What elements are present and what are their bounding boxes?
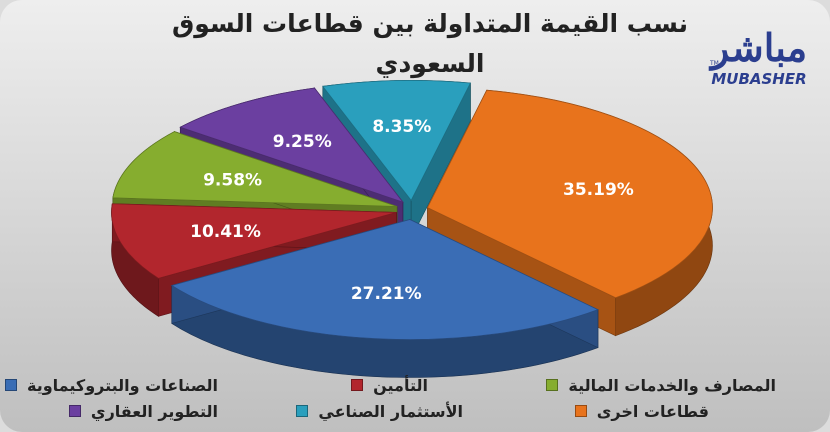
mubasher-logo: مباشر TM MUBASHER <box>700 26 818 92</box>
pie-slice-0 <box>426 89 713 299</box>
legend-item-other-sectors: قطاعات اخرى <box>574 400 709 422</box>
chart-title: نسب القيمة المتداولة بين قطاعات السوق ال… <box>171 9 689 78</box>
pie-slice-1 <box>170 219 600 340</box>
legend-swatch <box>351 379 364 391</box>
legend-item-banks: المصارف والخدمات المالية <box>546 374 776 396</box>
legend-label: قطاعات اخرى <box>596 401 709 421</box>
logo-english-text: MUBASHER <box>711 70 807 88</box>
pie-slice-4 <box>179 87 405 203</box>
legend-item-insurance: التأمين <box>351 374 428 396</box>
pie-tops <box>111 80 713 340</box>
legend-swatch <box>546 379 559 391</box>
legend-item-real-estate: التطوير العقاري <box>68 400 218 422</box>
legend-label: التأمين <box>373 375 428 395</box>
logo-arabic-text: مباشر <box>710 25 809 70</box>
pie-value-label: 35.19% <box>563 180 634 200</box>
legend-swatch <box>574 405 587 417</box>
legend-item-petrochemical: الصناعات والبتروكيماوية <box>4 374 218 396</box>
legend-swatch <box>296 405 309 417</box>
legend-label: الأستثمار الصناعي <box>318 401 463 421</box>
pie-value-label: 9.58% <box>203 170 262 190</box>
pie-value-label: 10.41% <box>190 222 261 242</box>
legend-label: التطوير العقاري <box>90 401 218 421</box>
legend-swatch <box>4 379 17 391</box>
pie-labels: 35.19% 27.21% 10.41% 9.58% 9.25% 8.35% <box>190 117 634 304</box>
pie-value-label: 8.35% <box>372 117 431 137</box>
logo-trademark: TM <box>710 60 719 67</box>
pie-slice-5 <box>322 80 472 202</box>
legend-swatch <box>68 405 81 417</box>
pie-value-label: 9.25% <box>273 132 332 152</box>
legend-item-industrial-investment: الأستثمار الصناعي <box>296 400 463 422</box>
legend-label: المصارف والخدمات المالية <box>568 375 776 395</box>
pie-slice-3 <box>112 131 398 207</box>
legend-label: الصناعات والبتروكيماوية <box>26 375 218 395</box>
pie-slice-2 <box>111 203 397 279</box>
pie-value-label: 27.21% <box>351 284 422 304</box>
